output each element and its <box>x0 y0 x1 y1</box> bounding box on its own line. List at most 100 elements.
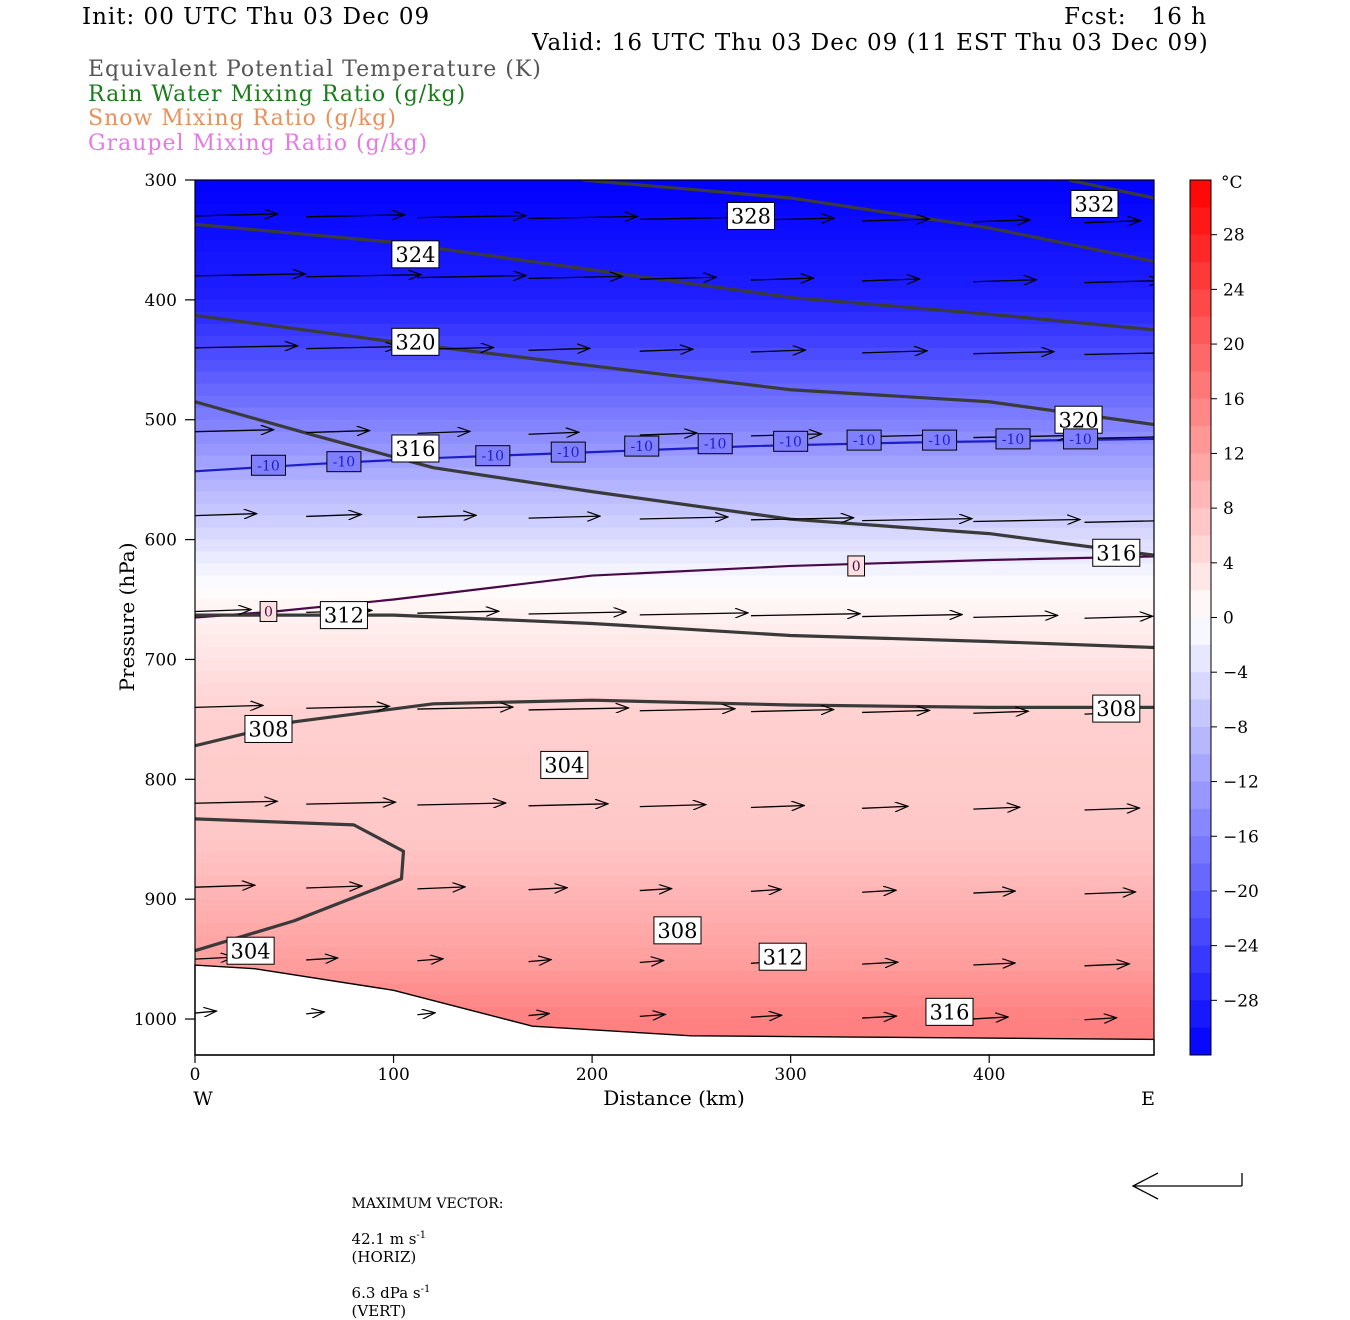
temperature-band <box>195 467 1154 481</box>
temperature-band <box>195 647 1154 661</box>
wind-vector <box>862 351 927 353</box>
colorbar-tick-label: −16 <box>1223 827 1259 847</box>
wind-vector <box>306 215 405 217</box>
wind-vector <box>528 708 629 710</box>
temperature-band <box>195 491 1154 505</box>
colorbar-swatch <box>1190 508 1211 536</box>
wind-vector <box>417 431 470 433</box>
wind-vector <box>973 220 1030 222</box>
temperature-label: -10 <box>928 433 951 449</box>
wind-vector <box>973 1017 1008 1019</box>
colorbar-swatch <box>1190 262 1211 290</box>
theta-e-label: 304 <box>544 753 584 777</box>
colorbar-tick-label: −28 <box>1223 991 1259 1011</box>
max-horiz-value: 42.1 m s <box>351 1230 417 1248</box>
wind-vector <box>528 1014 550 1016</box>
colorbar-swatch <box>1190 808 1211 837</box>
x-tick-label: 0 <box>190 1065 201 1085</box>
colorbar-swatch <box>1190 590 1211 618</box>
y-tick-label: 500 <box>145 411 177 431</box>
temperature-band <box>195 851 1154 864</box>
colorbar-tick-label: 0 <box>1223 609 1234 629</box>
temperature-band <box>195 971 1154 984</box>
colorbar-swatch <box>1190 1000 1211 1029</box>
colorbar-swatch <box>1190 699 1211 728</box>
temperature-band <box>195 587 1154 601</box>
temperature-label-box <box>1063 428 1099 450</box>
wind-vector <box>417 611 498 613</box>
header-fcst: Fcst: 16 h <box>1064 4 1207 30</box>
colorbar-swatch <box>1190 754 1211 783</box>
max-horiz-exp: -1 <box>416 1230 427 1241</box>
temperature-band <box>195 359 1154 373</box>
theta-e-contour <box>195 313 1154 427</box>
theta-e-label-box <box>391 434 440 463</box>
y-tick-label: 400 <box>145 291 177 311</box>
theta-e-label: 316 <box>395 437 435 461</box>
wind-vector <box>528 888 568 890</box>
temperature-band <box>195 287 1154 301</box>
wind-vector <box>1084 436 1154 440</box>
wind-vector <box>750 889 781 891</box>
colorbar-swatch <box>1190 180 1211 208</box>
temperature-label: -10 <box>257 458 280 474</box>
x-tick-label: 100 <box>377 1065 409 1085</box>
theta-e-label: 328 <box>731 205 771 229</box>
wind-vector <box>750 350 806 352</box>
wind-vector <box>528 432 579 434</box>
colorbar-swatch <box>1190 535 1211 564</box>
wind-vector <box>306 958 338 960</box>
colorbar-swatch <box>1190 836 1211 865</box>
wind-vector <box>639 517 728 519</box>
temperature-label: -10 <box>853 433 876 449</box>
theta-e-contour <box>195 817 406 953</box>
x-tick-label: 300 <box>774 1065 806 1085</box>
wind-vector <box>528 804 608 806</box>
temperature-band <box>195 371 1154 385</box>
wind-vector <box>639 277 716 279</box>
y-tick-label: 600 <box>145 531 177 551</box>
wind-vector <box>862 279 920 281</box>
field-label-theta-e: Equivalent Potential Temperature (K) <box>88 57 542 82</box>
temperature-band <box>195 707 1154 720</box>
wind-vector <box>195 514 257 516</box>
colorbar-swatch <box>1190 972 1211 1001</box>
colorbar-tick-label: 12 <box>1223 444 1245 464</box>
wind-vector <box>417 216 526 218</box>
header-valid: Valid: 16 UTC Thu 03 Dec 09 (11 EST Thu … <box>532 30 1209 56</box>
temperature-label: -10 <box>704 437 727 453</box>
wind-vector <box>195 610 251 612</box>
temperature-band <box>195 731 1154 744</box>
colorbar-swatch <box>1190 316 1211 345</box>
wind-vector <box>973 807 1019 809</box>
temperature-band <box>195 803 1154 816</box>
temperature-band <box>195 251 1154 265</box>
temperature-band <box>195 983 1154 996</box>
theta-e-label-box <box>1092 538 1141 567</box>
theta-e-label-box <box>726 201 775 230</box>
theta-e-label: 320 <box>395 330 435 354</box>
colorbar-swatch <box>1190 890 1211 919</box>
wind-vector <box>973 519 1080 521</box>
x-end-label-east: E <box>1141 1088 1155 1110</box>
colorbar-swatch <box>1190 644 1211 673</box>
theta-e-contours <box>195 180 1154 953</box>
wind-vector <box>417 276 526 278</box>
wind-vector <box>195 430 274 432</box>
temperature-band <box>195 887 1154 900</box>
theta-e-label: 308 <box>1096 697 1136 721</box>
field-label-snow: Snow Mixing Ratio (g/kg) <box>88 106 397 131</box>
colorbar-swatch <box>1190 234 1211 263</box>
temperature-label: -10 <box>333 455 356 471</box>
temperature-band <box>195 215 1154 229</box>
colorbar-swatch <box>1190 863 1211 892</box>
cross-section-plot: 3323283243203203163163123083083043043083… <box>115 171 1259 1200</box>
wind-vector <box>862 519 972 521</box>
colorbar-tick-label: 20 <box>1223 335 1245 355</box>
theta-e-label-box <box>1092 694 1141 723</box>
theta-e-contour <box>195 698 1154 748</box>
colorbar-tick-label: 24 <box>1223 280 1245 300</box>
temperature-band <box>195 239 1154 253</box>
wind-vector <box>528 348 590 350</box>
colorbar-swatch <box>1190 289 1211 318</box>
